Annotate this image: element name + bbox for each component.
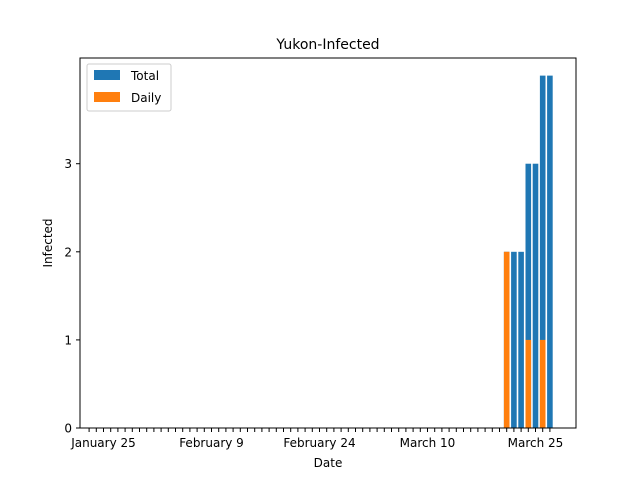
y-tick-label-2: 2 (64, 245, 72, 259)
x-axis-label: Date (314, 456, 343, 470)
daily-bar-58 (503, 251, 510, 428)
y-axis-label: Infected (41, 218, 55, 267)
total-bar-59 (511, 251, 517, 428)
plot-frame (79, 57, 577, 429)
total-bar-63 (539, 75, 546, 429)
x-tick-label-17: February 9 (179, 436, 244, 450)
legend-label-total: Total (130, 69, 159, 83)
y-tick-label-0: 0 (64, 422, 72, 436)
legend-swatch-daily (94, 92, 120, 102)
y-axis: 0 1 2 3 (64, 157, 80, 436)
legend-swatch-total (94, 70, 120, 80)
daily-bars (503, 251, 546, 428)
total-bar-64 (547, 75, 553, 429)
x-tick-label-2: January 25 (70, 436, 136, 450)
total-bar-61 (525, 163, 532, 428)
legend: Total Daily (86, 63, 172, 112)
total-bar-60 (518, 251, 524, 428)
y-tick-label-1: 1 (64, 333, 72, 347)
x-axis: January 25 February 9 February 24 March 10 M… (70, 428, 563, 450)
y-tick-label-3: 3 (64, 157, 72, 171)
daily-bar-61 (525, 339, 532, 428)
x-tick-label-32: February 24 (283, 436, 355, 450)
daily-bar-63 (539, 339, 546, 428)
legend-label-daily: Daily (131, 91, 161, 105)
x-tick-label-62: March 25 (508, 436, 564, 450)
chart-title: Yukon-Infected (275, 37, 379, 53)
x-tick-label-47: March 10 (400, 436, 456, 450)
total-bar-62 (532, 163, 539, 428)
